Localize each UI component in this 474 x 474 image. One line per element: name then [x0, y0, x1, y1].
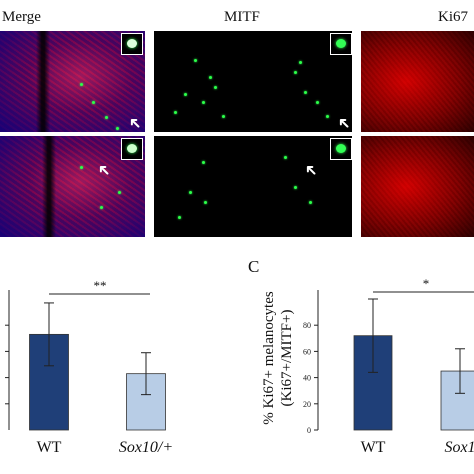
y-tick-label: 0 [307, 426, 311, 435]
x-tick-label: Sox10/+ [119, 439, 173, 456]
y-tick-label: 60 [303, 347, 311, 356]
ki67-header: Ki67 [438, 9, 468, 25]
inset-box [330, 33, 352, 55]
x-tick-label: Sox1 [444, 439, 474, 456]
inset-box [330, 138, 352, 160]
y-tick-label: 40 [303, 374, 311, 383]
x-tick-label: WT [361, 439, 386, 456]
ki67-micrograph-bottom [361, 136, 474, 237]
merge-micrograph-top: ➜ [0, 31, 145, 132]
y-axis-label-sub: (Ki67+/MITF+) [279, 310, 295, 407]
arrow-icon: ➜ [92, 159, 116, 182]
panel-c-letter: C [248, 257, 260, 276]
y-axis-label: % Ki67+ melanocytes [261, 291, 277, 425]
arrow-icon: ➜ [299, 159, 323, 182]
bar-sox10 [440, 370, 474, 431]
y-tick-label: 80 [303, 321, 311, 330]
mitf-header: MITF [224, 9, 260, 25]
mitf-micrograph-bottom: ➜ [154, 136, 352, 237]
x-tick-label: WT [37, 439, 62, 456]
arrow-icon: ➜ [123, 112, 145, 132]
inset-box [121, 33, 143, 55]
significance-marker: * [423, 276, 430, 291]
ki67-micrograph-top [361, 31, 474, 132]
chart-left: WT Sox10/+ ** [5, 278, 173, 456]
merge-header: Merge [2, 9, 41, 25]
inset-box [121, 138, 143, 160]
mitf-micrograph-top: ➜ [154, 31, 352, 132]
chart-right: 0 20 40 60 80 WT Sox1 * % Ki67+ melanocytes (Ki67… [261, 276, 474, 456]
y-tick-label: 20 [303, 400, 311, 409]
arrow-icon: ➜ [332, 112, 352, 132]
merge-micrograph-bottom: ➜ [0, 136, 145, 237]
significance-marker: ** [94, 278, 107, 293]
